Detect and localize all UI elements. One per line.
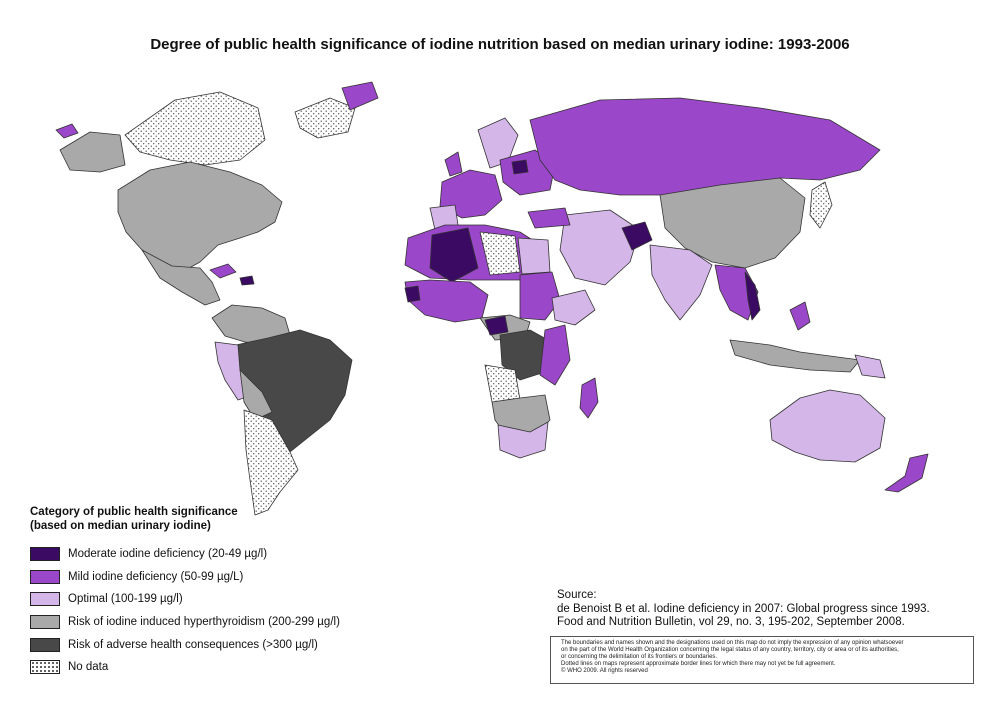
source-citation: Source: de Benoist B et al. Iodine defic… (557, 589, 977, 630)
region-caribbean (209, 263, 237, 279)
region-alaska (59, 131, 126, 173)
region-philippines (789, 301, 811, 331)
legend-label: Optimal (100-199 µg/l) (68, 593, 183, 606)
legend-label: Risk of adverse health consequences (>30… (68, 638, 318, 651)
region-bolivia (239, 369, 273, 421)
legend-item-adverse: Risk of adverse health consequences (>30… (30, 633, 390, 656)
region-afghanistan (621, 221, 653, 251)
legend-item-no-data: No data (30, 656, 390, 679)
region-png (854, 354, 886, 379)
disclaimer-box: The boundaries and names shown and the d… (550, 636, 974, 684)
region-novaya-zemlya (341, 81, 379, 111)
legend-heading-line: Category of public health significance (30, 506, 238, 518)
map-title: Degree of public health significance of … (150, 36, 850, 53)
source-line: Food and Nutrition Bulletin, vol 29, no.… (557, 616, 905, 628)
legend-item-moderate: Moderate iodine deficiency (20-49 µg/l) (30, 543, 390, 566)
region-south-africa (497, 421, 549, 459)
legend-label: Moderate iodine deficiency (20-49 µg/l) (68, 548, 268, 561)
legend-label: No data (68, 661, 109, 674)
legend-swatch (30, 637, 60, 652)
region-arctic-islands (294, 97, 356, 139)
disclaimer-line: on the part of the World Health Organiza… (561, 647, 899, 653)
legend-label: Mild iodine deficiency (50-99 µg/L) (68, 570, 244, 583)
region-congo-deep (484, 315, 509, 336)
region-uk (444, 151, 463, 177)
disclaimer-line: or concerning the delimitation of its fr… (561, 654, 718, 660)
legend-swatch (30, 592, 60, 607)
region-india (649, 244, 713, 321)
region-greenland (124, 91, 266, 166)
region-new-zealand (884, 453, 929, 493)
legend-item-optimal: Optimal (100-199 µg/l) (30, 588, 390, 611)
region-turkey-iran (527, 207, 571, 229)
region-australia (769, 389, 886, 463)
region-caribbean-2 (239, 275, 255, 286)
region-chile-argentina (243, 409, 299, 516)
region-indonesia (729, 339, 861, 373)
legend-heading: Category of public health significance (… (30, 505, 390, 533)
disclaimer-line: © WHO 2009. All rights reserved (561, 668, 648, 674)
legend-label: Risk of iodine induced hyperthyroidism (… (68, 616, 340, 629)
disclaimer-line: The boundaries and names shown and the d… (561, 640, 904, 646)
legend-swatch (30, 660, 60, 675)
region-belarus (511, 159, 529, 175)
region-algeria (429, 227, 479, 283)
legend-items: Moderate iodine deficiency (20-49 µg/l) … (30, 543, 390, 679)
region-sudan (519, 271, 561, 321)
disclaimer-line: Dotted lines on maps represent approxima… (561, 661, 836, 667)
legend-item-hyperthyroidism: Risk of iodine induced hyperthyroidism (… (30, 611, 390, 634)
region-russia (529, 97, 881, 196)
legend-heading-line: (based on median urinary iodine) (30, 520, 211, 532)
legend-item-mild: Mild iodine deficiency (50-99 µg/L) (30, 566, 390, 589)
legend-swatch (30, 547, 60, 562)
legend-swatch (30, 615, 60, 630)
region-scandinavia (477, 117, 519, 169)
region-egypt (517, 237, 551, 275)
legend-swatch (30, 569, 60, 584)
region-east-africa (539, 324, 571, 386)
region-west-africa-deep (404, 285, 421, 303)
region-vietnam (744, 271, 761, 321)
source-line: de Benoist B et al. Iodine deficiency in… (557, 602, 930, 615)
region-angola (484, 364, 521, 403)
region-middle-east (559, 209, 641, 286)
region-mexico (141, 249, 221, 306)
region-north-america (117, 161, 283, 273)
region-horn (551, 289, 596, 326)
region-north-atlantic-island (55, 123, 79, 139)
region-china (659, 177, 806, 269)
region-madagascar (579, 377, 599, 419)
source-line: Source: (557, 589, 597, 601)
legend: Category of public health significance (… (30, 505, 390, 679)
region-japan (809, 181, 833, 229)
region-libya (479, 231, 521, 276)
